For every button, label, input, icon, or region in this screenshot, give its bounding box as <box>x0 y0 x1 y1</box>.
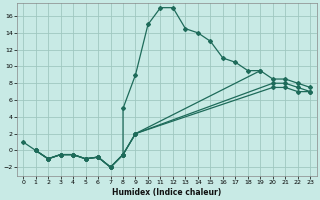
X-axis label: Humidex (Indice chaleur): Humidex (Indice chaleur) <box>112 188 221 197</box>
